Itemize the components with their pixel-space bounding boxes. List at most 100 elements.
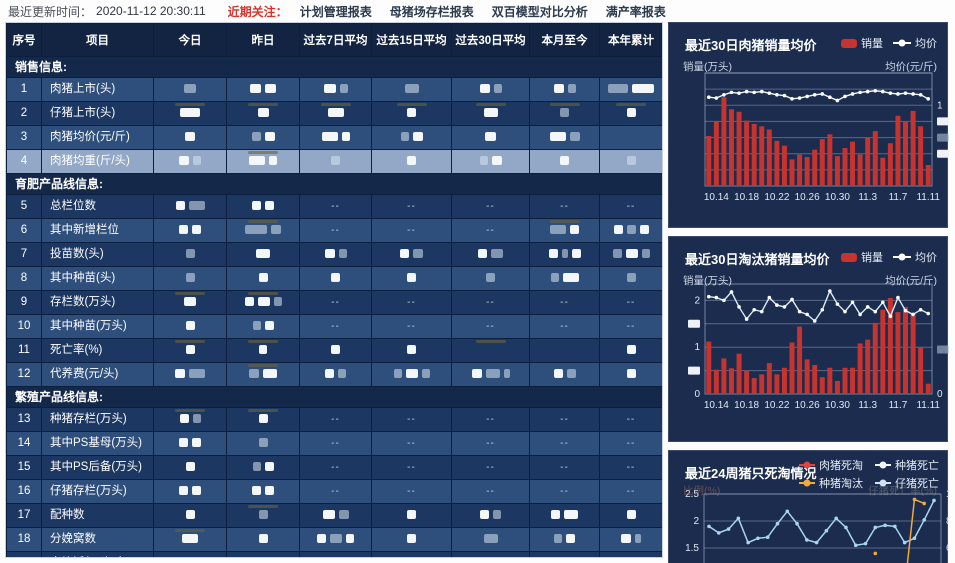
legend-item-sales[interactable]: 销量 <box>841 35 883 51</box>
table-row-15[interactable]: 15 其中PS后备(万头) -- -- -- -- -- <box>6 455 662 480</box>
data-cell <box>529 149 600 174</box>
data-cell <box>529 503 600 528</box>
redacted-value-block <box>258 414 268 424</box>
redacted-value-block <box>338 510 349 520</box>
redacted-value-block <box>192 438 201 448</box>
table-row-13[interactable]: 13 种猪存栏(万头) -- -- -- -- -- <box>6 407 662 432</box>
chart-title: 最近24周猪只死淘情况 <box>685 466 817 481</box>
data-cell: -- <box>371 479 452 504</box>
section-row-2: 繁殖产品线信息: <box>6 386 662 408</box>
column-header-7: 本月至今 <box>529 23 600 57</box>
row-number: 12 <box>6 362 42 387</box>
redacted-value-block <box>179 438 188 448</box>
x-axis-labels: 10.14 10.18 10.22 10.26 10.30 11.3 11.7 11.11 <box>704 192 941 203</box>
legend-item-price[interactable]: 均价 <box>893 35 937 51</box>
price-line-series <box>706 289 931 323</box>
table-row-6[interactable]: 6 其中新增栏位 -- -- -- <box>6 218 662 243</box>
table-row-16[interactable]: 16 仔猪存栏(万头) -- -- -- -- -- <box>6 479 662 504</box>
table-row-4[interactable]: 4 肉猪均重(斤/头) <box>6 149 662 174</box>
legend-item-3[interactable]: 仔猪死亡 <box>875 475 939 491</box>
table-row-1[interactable]: 1 肉猪上市(头) <box>6 77 662 102</box>
nav-link-1[interactable]: 母猪场存栏报表 <box>389 4 474 19</box>
redacted-value-block <box>626 510 636 520</box>
data-cell <box>226 503 300 528</box>
redaction-smudge <box>616 103 646 106</box>
y-axis-label-left: 比例(%) <box>683 485 721 497</box>
redacted-value-block <box>265 84 276 94</box>
chart-card-cull-sales: 最近30日淘汰猪销量均价 销量 均价 销量(万头) 均价(元/斤) 2 1 0 0 10.… <box>668 236 949 442</box>
report-table-wrap: 序号 项目 今日 昨日 过去7日平均 过去15日平均 过去30日平均 本月至今 本年累计 销售信… <box>5 22 663 558</box>
nav-link-3[interactable]: 满产率报表 <box>605 4 666 19</box>
data-cell: -- <box>529 479 600 504</box>
redacted-value-block <box>180 108 200 118</box>
table-row-5[interactable]: 5 总栏位数 -- -- -- -- -- <box>6 194 662 219</box>
data-cell <box>153 338 227 363</box>
redaction-smudge <box>549 220 580 223</box>
svg-text:10.18: 10.18 <box>734 192 759 203</box>
table-row-12[interactable]: 12 代养费(元/头) <box>6 362 662 387</box>
legend-label: 种猪死亡 <box>895 460 939 472</box>
table-row-10[interactable]: 10 其中种苗(万头) -- -- -- -- -- <box>6 314 662 339</box>
redacted-value-block <box>175 369 185 379</box>
redacted-value-block <box>485 132 496 142</box>
data-cell: -- <box>299 290 372 315</box>
redacted-value-block <box>273 297 282 307</box>
table-row-17[interactable]: 17 配种数 <box>6 503 662 528</box>
no-data-dash: -- <box>407 414 416 425</box>
table-row-14[interactable]: 14 其中PS基母(万头) -- -- -- -- -- <box>6 431 662 456</box>
legend-item-sales[interactable]: 销量 <box>841 249 883 265</box>
row-number: 13 <box>6 407 42 432</box>
redacted-value-block <box>264 321 274 331</box>
table-row-18[interactable]: 18 分娩窝数 <box>6 527 662 552</box>
redacted-value-block <box>185 273 195 283</box>
table-row-11[interactable]: 11 死亡率(%) <box>6 338 662 363</box>
y-axis-label-left: 销量(万头) <box>683 275 732 287</box>
redaction-smudge <box>248 340 278 343</box>
legend-item-2[interactable]: 种猪淘汰 <box>799 475 863 491</box>
data-cell: -- <box>371 218 452 243</box>
svg-text:10.22: 10.22 <box>764 192 789 203</box>
chart-card-pig-sales: 最近30日肉猪销量均价 销量 均价 销量(万头) 均价(元/斤) 1 10.14 10… <box>668 22 949 228</box>
y-axis-label-right: 仔猪死亡率(%) <box>868 485 937 497</box>
data-cell <box>451 527 530 552</box>
data-cell <box>226 125 300 150</box>
legend-item-0[interactable]: 肉猪死淘 <box>799 457 863 473</box>
row-number: 19 <box>6 551 42 557</box>
legend-item-price[interactable]: 均价 <box>893 249 937 265</box>
data-cell <box>371 338 452 363</box>
table-row-8[interactable]: 8 其中种苗(头) <box>6 266 662 291</box>
update-time-value: 2020-11-12 20:30:11 <box>96 4 206 18</box>
table-row-2[interactable]: 2 仔猪上市(头) <box>6 101 662 126</box>
table-row-7[interactable]: 7 投苗数(头) <box>6 242 662 267</box>
redacted-value-block <box>570 225 579 235</box>
row-number: 15 <box>6 455 42 480</box>
data-cell: -- <box>599 479 662 504</box>
nav-link-0[interactable]: 计划管理报表 <box>299 4 372 19</box>
table-row-19[interactable]: 19窝均活仔(头/窝) <box>6 551 662 557</box>
legend-label: 均价 <box>915 252 937 264</box>
redacted-value-block <box>407 510 416 520</box>
no-data-dash: -- <box>407 438 416 449</box>
nav-link-2[interactable]: 双百模型对比分析 <box>491 4 588 19</box>
redacted-value-block <box>491 156 502 166</box>
data-cell <box>226 527 300 552</box>
data-cell <box>371 101 452 126</box>
table-row-3[interactable]: 3 肉猪均价(元/斤) <box>6 125 662 150</box>
no-data-dash: -- <box>486 438 495 449</box>
no-data-dash: -- <box>560 462 569 473</box>
table-row-9[interactable]: 9 存栏数(万头) -- -- -- -- -- <box>6 290 662 315</box>
series-dot-icon <box>879 461 887 469</box>
chart-card-mortality: 最近24周猪只死淘情况 肉猪死淘 种猪死亡种猪淘汰 仔猪死亡 比例(%) 仔猪死亡率… <box>668 450 949 563</box>
legend-item-1[interactable]: 种猪死亡 <box>875 457 939 473</box>
redacted-value-block <box>331 345 340 355</box>
data-cell: -- <box>299 479 372 504</box>
redacted-value-block <box>321 132 338 142</box>
redaction-smudge <box>175 529 205 532</box>
redacted-value-block <box>608 84 628 94</box>
x-axis-labels: 10.14 10.18 10.22 10.26 10.30 11.3 11.7 11.11 <box>704 400 941 411</box>
no-data-dash: -- <box>407 297 416 308</box>
data-cell: -- <box>451 479 530 504</box>
data-cell <box>371 266 452 291</box>
data-cell <box>371 551 452 557</box>
svg-text:2: 2 <box>694 295 700 306</box>
